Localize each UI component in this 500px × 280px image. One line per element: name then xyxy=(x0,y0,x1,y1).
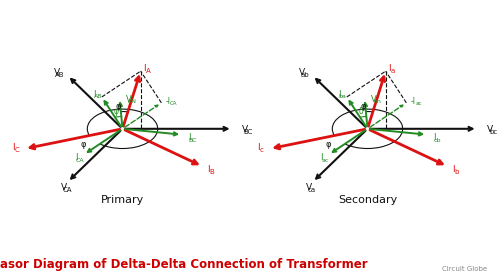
Text: φ: φ xyxy=(326,139,332,149)
Text: V: V xyxy=(487,125,493,134)
Text: b: b xyxy=(455,169,459,175)
Text: φ: φ xyxy=(114,108,119,116)
Text: CA: CA xyxy=(62,187,72,193)
Text: ab: ab xyxy=(300,72,310,78)
Text: C: C xyxy=(14,147,19,153)
Text: I: I xyxy=(338,90,340,99)
Text: A: A xyxy=(146,68,150,74)
Text: Secondary: Secondary xyxy=(338,195,397,205)
Text: a: a xyxy=(391,68,396,74)
Text: I: I xyxy=(433,133,436,142)
Text: I: I xyxy=(12,143,14,152)
Text: CA: CA xyxy=(170,101,177,106)
Text: AN: AN xyxy=(128,99,136,104)
Text: ba: ba xyxy=(339,94,346,99)
Text: ca: ca xyxy=(308,187,316,193)
Text: cb: cb xyxy=(434,137,442,143)
Text: ac: ac xyxy=(415,101,422,106)
Text: Circuit Globe: Circuit Globe xyxy=(442,266,488,272)
Text: I: I xyxy=(320,153,323,162)
Text: Phasor Diagram of Delta-Delta Connection of Transformer: Phasor Diagram of Delta-Delta Connection… xyxy=(0,258,368,271)
Text: φ: φ xyxy=(360,102,366,111)
Text: I: I xyxy=(388,64,391,73)
Text: Primary: Primary xyxy=(101,195,144,205)
Text: bc: bc xyxy=(490,129,498,135)
Text: I: I xyxy=(452,165,455,174)
Text: I: I xyxy=(207,165,210,174)
Text: φ: φ xyxy=(81,139,86,149)
Text: V: V xyxy=(306,183,312,192)
Text: V: V xyxy=(60,183,66,192)
Text: I: I xyxy=(257,143,260,152)
Text: δ: δ xyxy=(359,108,364,116)
Text: φ: φ xyxy=(116,102,121,111)
Text: I: I xyxy=(144,64,146,73)
Text: an: an xyxy=(373,99,381,104)
Text: -I: -I xyxy=(166,97,171,106)
Text: V: V xyxy=(298,67,304,77)
Text: BC: BC xyxy=(244,129,253,135)
Text: AB: AB xyxy=(56,72,65,78)
Text: I: I xyxy=(76,153,78,162)
Text: V: V xyxy=(370,95,376,104)
Text: ac: ac xyxy=(322,158,329,163)
Text: V: V xyxy=(54,67,60,77)
Text: B: B xyxy=(210,169,214,175)
Text: BC: BC xyxy=(188,137,197,143)
Text: c: c xyxy=(260,147,264,153)
Text: V: V xyxy=(242,125,248,134)
Text: I: I xyxy=(93,90,96,99)
Text: AB: AB xyxy=(94,94,102,99)
Text: I: I xyxy=(188,133,190,142)
Text: V: V xyxy=(126,95,132,104)
Text: CA: CA xyxy=(76,158,84,163)
Text: -I: -I xyxy=(411,97,416,106)
